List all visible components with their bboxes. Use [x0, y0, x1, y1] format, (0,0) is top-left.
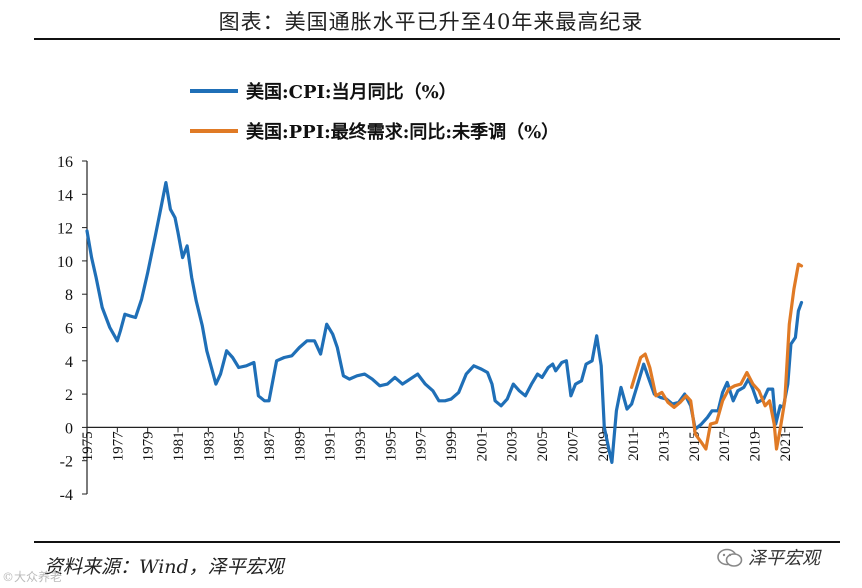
x-tick-label: 2021	[778, 431, 794, 461]
brand-name: 泽平宏观	[748, 548, 820, 569]
x-tick-label: 1991	[323, 431, 339, 461]
y-tick-label: 16	[57, 154, 73, 171]
x-tick-label: 2003	[505, 431, 521, 461]
y-tick-label: 2	[65, 387, 73, 404]
x-tick-label: 2007	[565, 431, 581, 462]
y-tick-label: 14	[57, 187, 73, 204]
y-tick-label: 12	[57, 221, 73, 238]
legend-label-cpi: 美国:CPI:当月同比（%）	[246, 81, 457, 103]
x-tick-label: 2005	[535, 431, 551, 461]
top-rule	[34, 38, 840, 40]
wechat-icon	[717, 548, 743, 567]
x-tick-label: 1997	[414, 431, 430, 462]
y-tick-label: -2	[60, 454, 73, 471]
series-group	[85, 181, 804, 464]
x-tick-label: 2013	[656, 431, 672, 461]
x-tick-label: 1981	[171, 431, 187, 461]
y-tick-label: 4	[65, 354, 73, 371]
legend-label-ppi: 美国:PPI:最终需求:同比:未季调（%）	[246, 121, 559, 143]
y-axis: -4 -2 0 2 4 6 8 10 12 14 16	[57, 154, 88, 504]
y-tick-label: 6	[65, 321, 73, 338]
x-tick-label: 2001	[474, 431, 490, 461]
x-tick-label: 1993	[353, 431, 369, 461]
x-tick-label: 1989	[292, 431, 308, 461]
x-tick-label: 2017	[717, 431, 733, 462]
chart-title: 图表：美国通胀水平已升至40年来最高纪录	[218, 10, 644, 34]
source-note: 资料来源：Wind，泽平宏观	[44, 556, 284, 578]
x-tick-label: 1999	[444, 431, 460, 461]
y-tick-label: 0	[65, 420, 73, 437]
x-tick-label: 1985	[232, 431, 248, 461]
bottom-rule	[34, 541, 840, 543]
x-tick-label: 2011	[626, 431, 642, 460]
x-axis: 1975 1977 1979 1981 1983 1985 1987 1989 1991 1993…	[80, 426, 803, 462]
y-tick-label: 8	[65, 287, 73, 304]
x-tick-label: 2019	[747, 431, 763, 461]
x-tick-label: 1995	[383, 431, 399, 461]
x-tick-label: 1975	[80, 431, 96, 461]
series-line-ppi	[629, 262, 804, 451]
watermark: ©大众养老	[2, 570, 63, 584]
x-tick-label: 1979	[141, 431, 157, 461]
x-tick-label: 1987	[262, 431, 278, 462]
y-tick-label: 10	[57, 254, 73, 271]
x-tick-label: 1977	[110, 431, 126, 462]
x-tick-label: 1983	[201, 431, 217, 461]
y-tick-label: -4	[60, 487, 73, 504]
series-line-cpi	[85, 181, 804, 464]
legend: 美国:CPI:当月同比（%） 美国:PPI:最终需求:同比:未季调（%）	[190, 81, 559, 143]
